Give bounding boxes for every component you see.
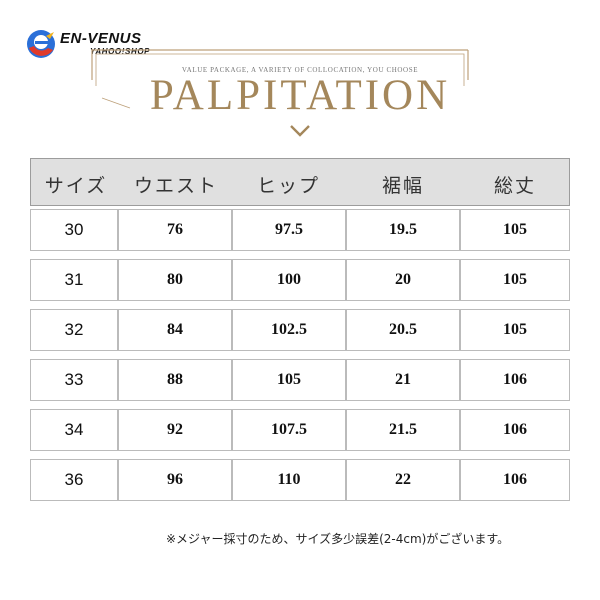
- banner-title: PALPITATION: [149, 72, 451, 119]
- cell-hem-width: 21.5: [346, 409, 460, 451]
- header-waist: ウエスト: [133, 176, 218, 197]
- measurement-note: ※メジャー採寸のため、サイズ多少誤差(2-4cm)がございます。: [166, 532, 510, 546]
- table-row: 33 88 105 21 106: [30, 356, 570, 406]
- cell-size: 33: [30, 359, 118, 401]
- cell-hem-width: 22: [346, 459, 460, 501]
- cell-hip: 110: [232, 459, 346, 501]
- table-row: 34 92 107.5 21.5 106: [30, 406, 570, 456]
- cell-hem-width: 21: [346, 359, 460, 401]
- cell-hip: 107.5: [232, 409, 346, 451]
- logo-title: EN-VENUS: [60, 30, 142, 47]
- cell-size: 36: [30, 459, 118, 501]
- cell-size: 30: [30, 209, 118, 251]
- logo-e-icon: [27, 30, 55, 58]
- table-row: 32 84 102.5 20.5 105: [30, 306, 570, 356]
- banner-frame: [91, 49, 469, 109]
- cell-waist: 88: [118, 359, 232, 401]
- header-hip: ヒップ: [256, 176, 320, 197]
- cell-total-length: 105: [460, 259, 570, 301]
- cell-hip: 102.5: [232, 309, 346, 351]
- cell-hem-width: 20: [346, 259, 460, 301]
- chevron-down-icon: [290, 125, 310, 137]
- cell-hip: 105: [232, 359, 346, 401]
- cell-hip: 97.5: [232, 209, 346, 251]
- cell-size: 32: [30, 309, 118, 351]
- cell-total-length: 105: [460, 309, 570, 351]
- header-hem-width: 裾幅: [381, 176, 424, 197]
- cell-hip: 100: [232, 259, 346, 301]
- cell-waist: 80: [118, 259, 232, 301]
- logo-subtitle: YAHOO!SHOP: [90, 47, 151, 56]
- cell-waist: 96: [118, 459, 232, 501]
- table-row: 31 80 100 20 105: [30, 256, 570, 306]
- cell-hem-width: 19.5: [346, 209, 460, 251]
- cell-waist: 92: [118, 409, 232, 451]
- cell-waist: 84: [118, 309, 232, 351]
- table-header-row: サイズ ウエスト ヒップ 裾幅 総丈: [30, 158, 570, 206]
- cell-total-length: 106: [460, 409, 570, 451]
- table-row: 36 96 110 22 106: [30, 456, 570, 506]
- cell-total-length: 106: [460, 359, 570, 401]
- cell-hem-width: 20.5: [346, 309, 460, 351]
- cell-total-length: 106: [460, 459, 570, 501]
- table-row: 30 76 97.5 19.5 105: [30, 206, 570, 256]
- cell-size: 34: [30, 409, 118, 451]
- header-total-length: 総丈: [493, 176, 536, 197]
- size-table: サイズ ウエスト ヒップ 裾幅 総丈 30 76 97.5 19.5 105 3…: [30, 158, 570, 506]
- cell-total-length: 105: [460, 209, 570, 251]
- logo: EN-VENUS YAHOO!SHOP: [24, 26, 184, 62]
- header-size: サイズ: [44, 176, 108, 197]
- cell-size: 31: [30, 259, 118, 301]
- banner-tagline: VALUE PACKAGE, A VARIETY OF COLLOCATION,…: [181, 66, 419, 74]
- cell-waist: 76: [118, 209, 232, 251]
